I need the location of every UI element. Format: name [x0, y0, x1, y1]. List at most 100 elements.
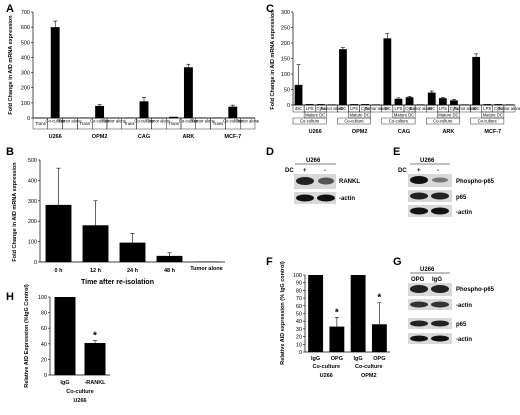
chart-b-bar [82, 225, 109, 262]
panel-label-d: D [266, 146, 274, 158]
chart-c-row1-label: LPS [439, 106, 447, 111]
chart-h: 0 20 40 60 80 100 Relative AID Expression (%Ig… [24, 284, 110, 404]
chart-f-ytick-label: 70 [296, 296, 302, 302]
chart-c-bar [494, 104, 503, 105]
chart-f-ytick-label: 30 [296, 327, 302, 333]
chart-c-ytick-label: 100 [281, 72, 290, 78]
blot-d-row-actin: -actin [339, 196, 355, 202]
blot-e-row-phospho: Phospho-p65 [456, 179, 495, 185]
chart-f-cell-line-label: U266 [320, 373, 333, 379]
chart-f-ytick-label: 50 [296, 312, 302, 318]
chart-c-row2-label: Mature DC [394, 113, 414, 118]
blot-d-row-rankl: RANKL [339, 179, 360, 185]
chart-a-condition-label: Trans [124, 121, 135, 126]
blot-g-lane-1: OPG [411, 277, 425, 283]
blot-g-row-p65: p65 [456, 322, 467, 328]
chart-c-row1-label: Tumor alone [365, 106, 389, 111]
chart-b-ytick-label: 400 [28, 178, 37, 184]
chart-h-ytick-label: 100 [38, 295, 47, 301]
chart-f-group-label: Co-culture [355, 364, 383, 370]
blot-g-lane-2: IgG [432, 277, 442, 283]
chart-a-cell-line-label: OPM2 [92, 134, 108, 140]
chart-a-condition-label: Tumor alone [236, 119, 260, 124]
chart-f-xtick-label: IgG [354, 356, 363, 362]
chart-f-xtick-label: OPG [373, 356, 385, 362]
chart-a-condition-label: Trans [213, 121, 224, 126]
chart-a-condition-cell [239, 117, 256, 130]
chart-c-bar [294, 84, 303, 105]
chart-f-ytick-label: 80 [296, 288, 302, 294]
chart-a-bar [183, 67, 193, 118]
chart-c-bar [505, 104, 514, 105]
chart-f-significance-mark: * [335, 307, 339, 318]
chart-h-cell-line-label: U266 [73, 398, 86, 404]
chart-c-row3-label: Co-culture [433, 119, 453, 124]
chart-a-condition-label: Co-culture [90, 119, 110, 124]
chart-c-row3-label: Co-culture [478, 119, 498, 124]
blot-g: U266 OPG IgG Phospho-p65 -actin p65 -act… [408, 267, 495, 344]
chart-c-bar [339, 49, 347, 105]
chart-h-ytick-label: 0 [44, 373, 47, 379]
blot-e-lane-2: - [437, 168, 439, 174]
chart-c-row3-cell [292, 117, 327, 125]
chart-c-row1-label: Cyto [405, 106, 414, 111]
chart-a-bar [95, 105, 105, 118]
blot-g-band-actin-1 [408, 299, 452, 310]
chart-h-ylabel: Relative AID Expression (%IgG Control) [24, 284, 30, 388]
blot-g-band-p65 [408, 318, 452, 329]
chart-b-ytick-label: 0 [34, 260, 37, 266]
chart-h-xtick-label: -RANKL [84, 380, 106, 386]
chart-f-bar [329, 326, 345, 352]
chart-a-ytick-label: 500 [21, 40, 30, 46]
blot-e-title: U266 [420, 158, 435, 164]
chart-c-bar [405, 97, 414, 105]
chart-f-ytick-label: 100 [293, 273, 302, 279]
chart-c-row3-cell [470, 117, 505, 125]
chart-c-bar [438, 98, 447, 105]
chart-c-bar [350, 104, 358, 105]
chart-f-bar [350, 275, 366, 352]
chart-a-cell-line-label: U266 [49, 134, 62, 140]
chart-c-ytick-label: 250 [281, 26, 290, 32]
chart-c-ytick-label: 300 [281, 10, 290, 16]
panel-label-c: C [266, 3, 274, 15]
chart-c-row1-label: Tumor alone [453, 106, 477, 111]
chart-f-significance-mark: * [377, 293, 381, 304]
chart-c-bar [472, 56, 481, 105]
blot-g-title: U266 [420, 267, 435, 273]
chart-a-bar [50, 27, 60, 119]
chart-c-row1-label: iDC [473, 106, 480, 111]
chart-c-row2-label: Mature DC [349, 113, 369, 118]
blot-d-title: U266 [306, 158, 321, 164]
chart-h-ytick-label: 60 [41, 326, 47, 332]
chart-f-ytick-label: 60 [296, 304, 302, 310]
chart-a-condition-label: Trans [35, 121, 46, 126]
panel-label-h: H [6, 291, 14, 303]
chart-c-bar [327, 104, 336, 105]
chart-c-ytick-label: 0 [287, 103, 290, 109]
panel-label-g: G [393, 256, 402, 268]
blot-e-dc-label: DC [398, 168, 407, 174]
chart-a-condition-label: Tumor alone [58, 119, 82, 124]
chart-a-condition-label: Co-culture [223, 119, 243, 124]
chart-b-xtick-label: 12 h [90, 268, 102, 274]
chart-c-row1-label: iDC [428, 106, 435, 111]
chart-c-row3-cell [337, 117, 371, 125]
chart-b-xtick-label: 24 h [127, 268, 139, 274]
chart-c-bar [416, 104, 425, 105]
chart-h-ytick-label: 40 [41, 342, 47, 348]
chart-b-ytick-label: 100 [28, 240, 37, 246]
chart-c-ytick-label: 50 [284, 88, 290, 94]
chart-a-condition-label: Tumor alone [147, 119, 171, 124]
chart-c-ytick-label: 150 [281, 57, 290, 63]
chart-c-row1-label: Cyto [316, 106, 325, 111]
chart-a-condition-label: Trans [80, 121, 91, 126]
chart-f-xtick-label: IgG [311, 356, 320, 362]
blot-d-lane-1: + [303, 168, 307, 174]
chart-a-bar [228, 106, 238, 118]
panel-label-b: B [6, 146, 14, 158]
chart-a: 0 100 200 300 400 500 600 700 Fold Change in AID… [8, 10, 260, 140]
chart-f-ytick-label: 10 [296, 342, 302, 348]
chart-c-row1-label: LPS [350, 106, 358, 111]
